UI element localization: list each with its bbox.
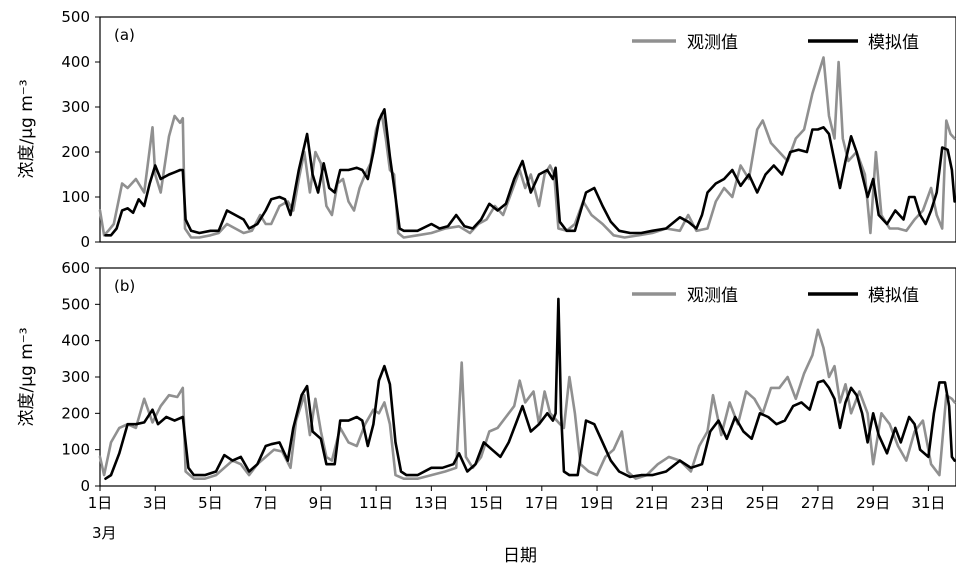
series-line-observed <box>98 56 956 239</box>
x-tick-label: 11日 <box>359 494 393 512</box>
x-axis-title: 日期 <box>503 546 537 566</box>
y-tick-label: 200 <box>61 404 90 422</box>
panel-a-y-axis: 0 100 200 300 400 500 <box>61 8 100 251</box>
x-tick-label: 21日 <box>635 494 669 512</box>
x-tick-label: 3日 <box>143 494 168 512</box>
y-tick-label: 600 <box>61 259 90 277</box>
x-tick-label: 27日 <box>801 494 835 512</box>
panel-b-x-axis: 1日 3日 5日 7日 9日 11日 13日 15日 17日 19日 21日 23日 25日 27日 29日… <box>88 486 945 512</box>
panel-a-y-axis-title: 浓度/μg m⁻³ <box>17 79 37 178</box>
y-tick-label: 400 <box>61 332 90 350</box>
panel-b-series <box>98 297 956 480</box>
panel-a-legend-label-simulated: 模拟值 <box>868 33 919 53</box>
y-tick-label: 500 <box>61 8 90 26</box>
series-line-observed <box>98 328 956 480</box>
panel-b-legend-label-observed: 观测值 <box>687 286 738 306</box>
panel-b-plot-area <box>99 267 956 487</box>
y-tick-label: 300 <box>61 368 90 386</box>
x-tick-label: 13日 <box>414 494 448 512</box>
panel-b-legend: 观测值 模拟值 <box>632 286 919 306</box>
x-tick-label: 29日 <box>856 494 890 512</box>
x-tick-label: 1日 <box>88 494 113 512</box>
y-tick-label: 100 <box>61 441 90 459</box>
panel-a-series <box>98 56 956 239</box>
panel-b-legend-label-simulated: 模拟值 <box>868 286 919 306</box>
y-tick-label: 300 <box>61 98 90 116</box>
y-tick-label: 400 <box>61 53 90 71</box>
y-tick-label: 0 <box>80 477 90 495</box>
panel-b-y-axis: 0 100 200 300 400 500 600 <box>61 259 100 495</box>
x-tick-label: 17日 <box>525 494 559 512</box>
x-tick-label: 7日 <box>253 494 278 512</box>
y-tick-label: 100 <box>61 188 90 206</box>
panel-b-label: (b) <box>114 277 135 295</box>
x-tick-label: 19日 <box>580 494 614 512</box>
x-tick-label: 23日 <box>690 494 724 512</box>
y-tick-label: 200 <box>61 143 90 161</box>
x-tick-label: 31日 <box>911 494 945 512</box>
y-tick-label: 0 <box>80 233 90 251</box>
panel-a-legend: 观测值 模拟值 <box>632 33 919 53</box>
x-tick-label: 15日 <box>470 494 504 512</box>
series-line-simulated <box>104 297 956 480</box>
series-line-simulated <box>104 108 956 237</box>
panel-a-label: (a) <box>114 26 135 44</box>
panel-a-plot-area <box>99 16 956 243</box>
panel-a: 0 100 200 300 400 500 (a) 浓度/μg m⁻³ 观测值 模拟值 <box>17 8 956 251</box>
month-label: 3月 <box>92 524 117 542</box>
x-tick-label: 9日 <box>309 494 334 512</box>
panel-b-y-axis-title: 浓度/μg m⁻³ <box>17 327 37 426</box>
y-tick-label: 500 <box>61 295 90 313</box>
x-tick-label: 5日 <box>198 494 223 512</box>
x-tick-label: 25日 <box>746 494 780 512</box>
panel-a-legend-label-observed: 观测值 <box>687 33 738 53</box>
